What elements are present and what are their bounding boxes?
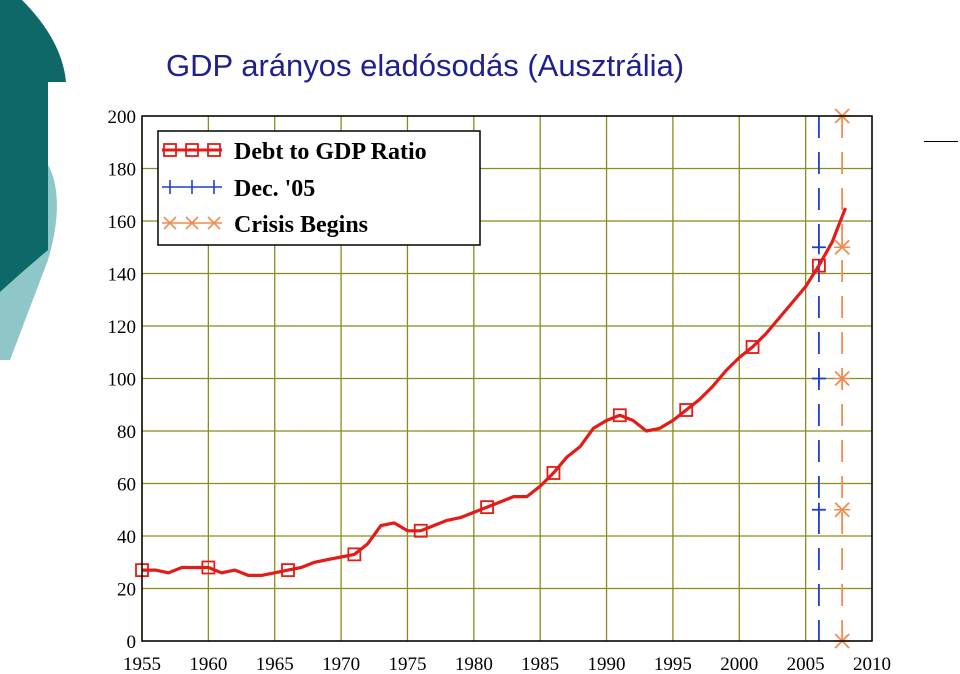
slide-title: GDP arányos eladósodás (Ausztrália)	[166, 48, 685, 83]
debt-marker	[745, 340, 760, 354]
y-tick-label: 120	[108, 317, 137, 338]
y-tick-label: 0	[127, 632, 137, 653]
x-tick-label: 1960	[189, 654, 227, 674]
x-tick-label: 1965	[256, 654, 294, 674]
x-tick-label: 1980	[455, 654, 493, 674]
chart-axes: 1955 1960 1965 1970 1975 1980 1985 1990 1995 2000…	[108, 107, 892, 674]
debt-marker	[480, 500, 494, 515]
legend-swatch	[162, 216, 222, 230]
debt-marker	[413, 523, 428, 538]
x-tick-label: 1970	[322, 654, 360, 674]
y-tick-label: 180	[108, 160, 137, 181]
y-tick-label: 80	[117, 422, 136, 443]
crisis-marker	[834, 370, 851, 387]
x-tick-label: 1955	[123, 654, 161, 674]
plot-frame	[141, 115, 873, 642]
x-tick-label: 2000	[720, 654, 758, 674]
y-tick-label: 60	[117, 475, 136, 496]
x-tick-label: 2005	[787, 654, 825, 674]
legend-label: Dec. '05	[234, 176, 315, 202]
debt-marker	[347, 547, 362, 562]
x-tick-label: 1995	[654, 654, 692, 674]
debt-marker	[546, 466, 561, 480]
legend-label: Debt to GDP Ratio	[234, 139, 427, 165]
legend-swatch	[162, 180, 222, 194]
y-tick-label: 20	[117, 580, 136, 601]
crisis-marker	[834, 502, 851, 518]
debt-marker	[812, 258, 826, 273]
debt-marker	[612, 408, 627, 423]
y-tick-label: 40	[117, 527, 136, 548]
debt-marker	[281, 563, 295, 578]
debt-marker	[201, 560, 216, 575]
dec05-marker	[811, 502, 826, 517]
legend-swatch	[162, 143, 222, 157]
y-tick-label: 160	[108, 212, 137, 233]
x-tick-label: 1975	[388, 654, 426, 674]
chart-series	[135, 108, 851, 649]
x-tick-label: 2010	[853, 654, 891, 674]
decoration-dark-shape	[0, 0, 66, 292]
debt-marker	[679, 403, 694, 417]
dec05-marker	[811, 240, 826, 255]
slide-decoration	[0, 0, 66, 360]
y-tick-label: 140	[108, 265, 137, 286]
x-tick-label: 1990	[588, 654, 626, 674]
y-tick-label: 100	[108, 370, 137, 391]
chart-legend: Debt to GDP Ratio Dec. '05 Crisis Begins	[157, 130, 481, 246]
y-tick-label: 200	[108, 107, 137, 128]
x-tick-label: 1985	[521, 654, 559, 674]
dec05-marker	[811, 371, 826, 386]
decorative-line	[924, 141, 958, 142]
crisis-marker	[834, 239, 851, 255]
legend-label: Crisis Begins	[234, 212, 368, 238]
